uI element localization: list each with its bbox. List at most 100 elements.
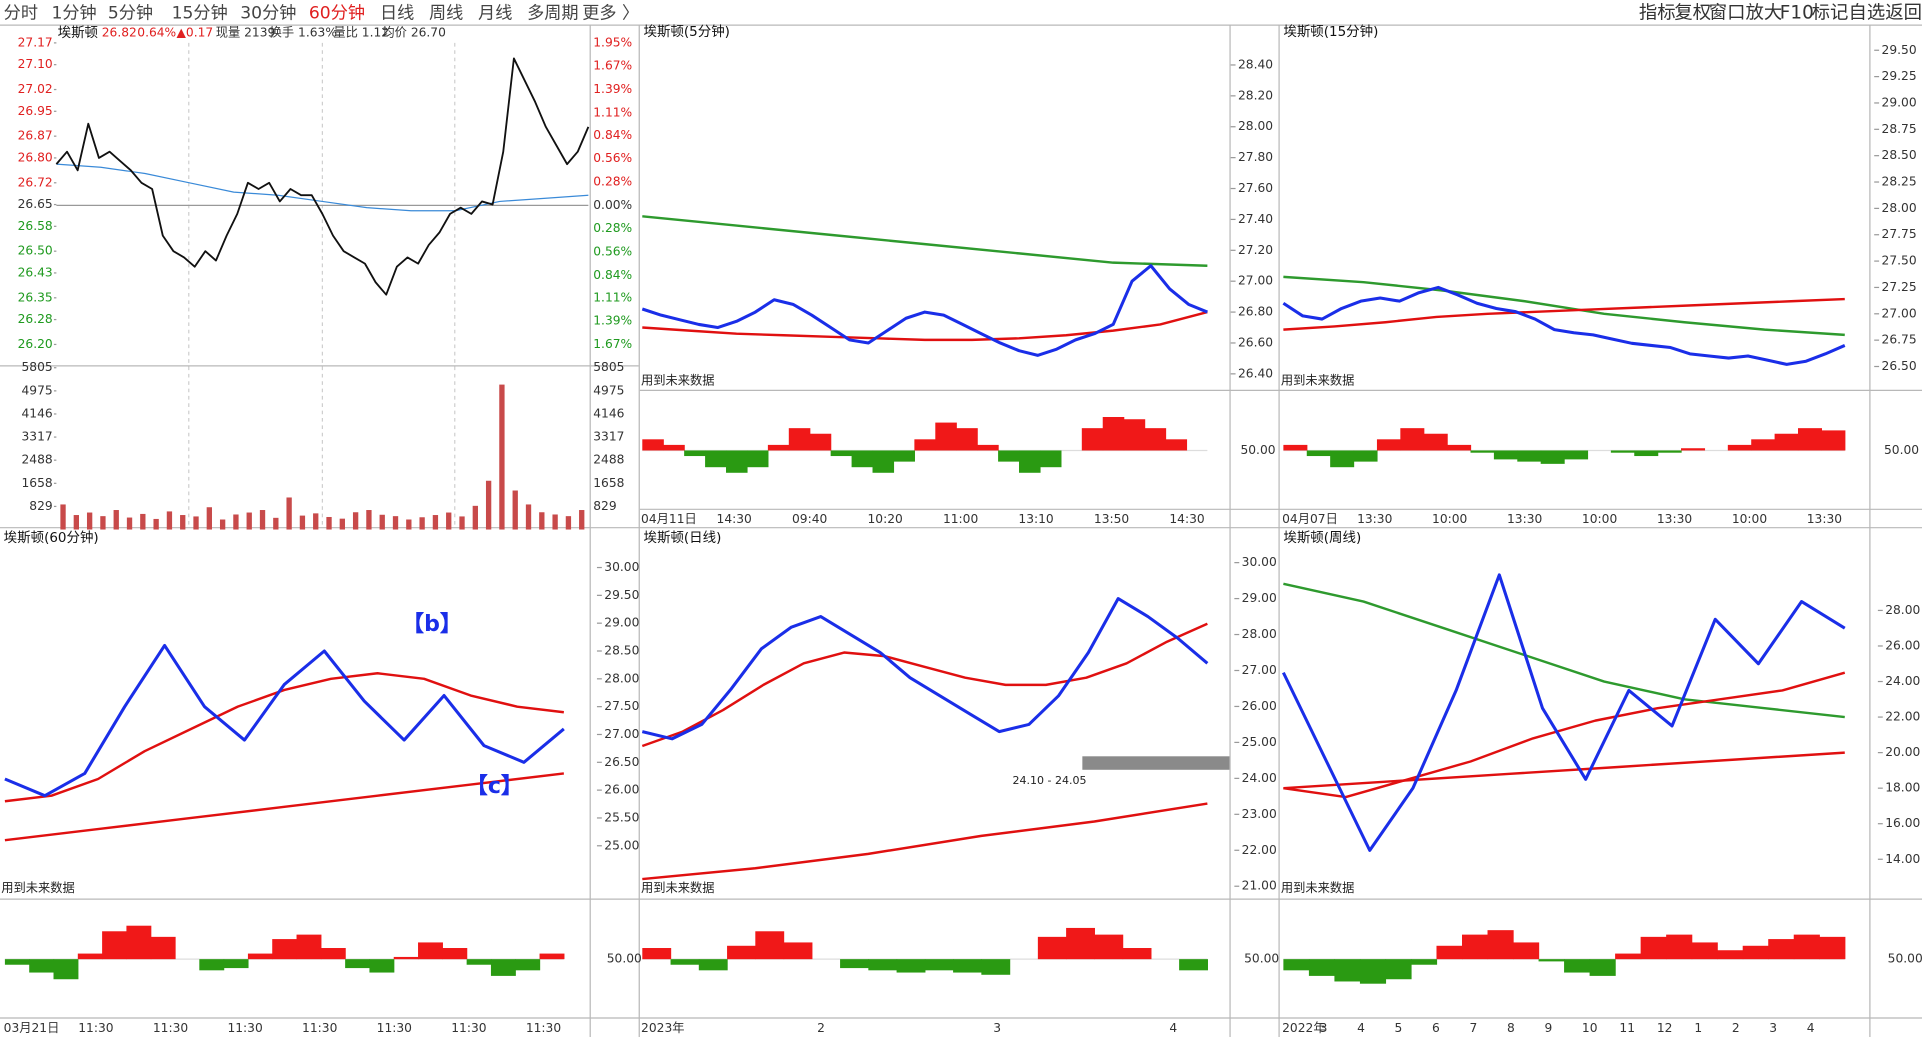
y-tick-label: 27.75 — [1882, 227, 1917, 241]
x-tick-label: 3 — [1769, 1021, 1777, 1035]
indicator-bar — [809, 433, 832, 451]
y-tick-label: 27.25 — [1882, 280, 1917, 294]
volume-tick-label: 1658 — [593, 476, 624, 490]
indicator-bar — [1066, 927, 1095, 960]
period-tab[interactable]: 周线 — [429, 3, 463, 23]
tool-button[interactable]: F10 — [1780, 2, 1814, 23]
series-line — [1283, 297, 1845, 331]
x-tick-label: 8 — [1507, 1021, 1515, 1035]
tool-button[interactable]: 窗口放大 — [1709, 2, 1783, 23]
x-tick-label: 04月11日 — [641, 512, 697, 526]
price-tick-label: 26.20 — [18, 337, 53, 351]
indicator-bar — [935, 422, 957, 451]
x-tick-label: 4 — [1807, 1021, 1815, 1035]
volume-bar — [299, 515, 306, 530]
y-tick-label: 26.80 — [1238, 305, 1273, 319]
x-tick-label: 11:30 — [153, 1021, 188, 1035]
tool-button[interactable]: 复权 — [1674, 2, 1711, 23]
tool-button[interactable]: 标记 — [1812, 2, 1849, 23]
indicator-bar — [150, 936, 176, 960]
panel-title: 埃斯顿(60分钟) — [4, 529, 99, 546]
indicator-bar — [1122, 948, 1152, 960]
indicator-bar — [1774, 433, 1799, 451]
volume-bar — [579, 510, 585, 530]
x-tick-label: 2 — [1732, 1021, 1740, 1035]
x-tick-label: 13:30 — [1807, 512, 1842, 526]
indicator-bar — [1385, 959, 1412, 980]
series-line — [1283, 751, 1845, 790]
indicator-bar — [953, 959, 982, 973]
period-tab[interactable]: 月线 — [478, 3, 512, 23]
period-tab[interactable]: 15分钟 — [172, 3, 228, 23]
period-tab[interactable]: 多周期 — [527, 3, 578, 23]
volume-tick-label: 5805 — [593, 360, 624, 374]
indicator-bar — [1081, 428, 1104, 451]
price-tick-label: 26.65 — [18, 197, 53, 211]
percent-tick-label: 1.39% — [593, 82, 632, 96]
y-tick-label: 29.00 — [1882, 95, 1917, 109]
period-tab[interactable]: 分时 — [4, 3, 38, 23]
quote-field: 26.82 — [102, 26, 137, 40]
quote-field: 换手 1.63% — [270, 26, 337, 40]
indicator-bar — [369, 959, 395, 973]
indicator-bar — [1657, 450, 1682, 453]
volume-bar — [432, 515, 439, 530]
tool-button[interactable]: 指标 — [1639, 2, 1676, 23]
x-tick-label: 13:30 — [1657, 512, 1692, 526]
x-tick-label: 04月07日 — [1282, 512, 1338, 526]
indicator-bar — [1793, 934, 1820, 960]
indicator-bar — [663, 444, 685, 451]
tool-button[interactable]: 自选 — [1848, 2, 1885, 23]
indicator-bar — [1691, 942, 1718, 960]
price-tick-label: 26.43 — [18, 265, 53, 279]
y-tick-label: 27.40 — [1238, 212, 1273, 226]
indicator-bar — [247, 953, 273, 960]
period-tab[interactable]: 60分钟 — [309, 3, 365, 23]
period-tab[interactable]: 更多 〉 — [582, 3, 639, 23]
series-line — [1283, 275, 1845, 337]
y-tick-label: 26.50 — [1882, 359, 1917, 373]
volume-bar — [60, 504, 66, 530]
indicator-bar — [1564, 959, 1591, 973]
y-tick-label: 27.50 — [1882, 254, 1917, 268]
volume-bar — [446, 512, 452, 530]
volume-bar — [472, 505, 478, 530]
y-tick-label: 29.50 — [604, 588, 639, 602]
indicator-bar — [1717, 950, 1744, 960]
series-line — [641, 264, 1208, 357]
indicator-bar — [1470, 450, 1495, 453]
indicator-bar — [851, 450, 874, 468]
indicator-bar — [1102, 417, 1125, 451]
period-tab[interactable]: 30分钟 — [240, 3, 296, 23]
volume-bar — [219, 519, 226, 530]
period-tab[interactable]: 日线 — [380, 3, 414, 23]
panel-title: 埃斯顿(周线) — [1283, 530, 1361, 546]
volume-bar — [406, 519, 412, 530]
volume-tick-label: 4146 — [22, 406, 53, 420]
indicator-bar — [102, 931, 128, 960]
x-tick-label: 13:30 — [1357, 512, 1392, 526]
period-tab[interactable]: 5分钟 — [108, 3, 153, 23]
indicator-bar — [705, 450, 727, 468]
volume-bar — [419, 517, 425, 530]
indicator-bar — [515, 959, 541, 971]
percent-tick-label: 1.67% — [593, 59, 632, 73]
indicator-bar — [1423, 433, 1448, 451]
y-tick-label: 30.00 — [604, 560, 639, 574]
y-tick-label: 22.00 — [1885, 710, 1920, 724]
x-tick-label: 6 — [1432, 1021, 1440, 1035]
percent-tick-label: 0.56% — [593, 151, 632, 165]
price-tick-label: 26.50 — [18, 244, 53, 258]
period-tab[interactable]: 1分钟 — [51, 3, 96, 23]
volume-bar — [166, 511, 173, 530]
indicator-bar — [642, 948, 672, 960]
volume-bar — [113, 510, 119, 530]
y-tick-label: 29.00 — [1242, 591, 1277, 605]
volume-bar — [485, 480, 492, 530]
indicator-bar — [788, 428, 811, 451]
indicator-bar — [956, 428, 978, 451]
indicator-bar — [830, 450, 853, 457]
tool-button[interactable]: 返回 — [1885, 2, 1922, 23]
frames — [0, 24, 1922, 1037]
y-tick-label: 25.00 — [1242, 735, 1277, 749]
